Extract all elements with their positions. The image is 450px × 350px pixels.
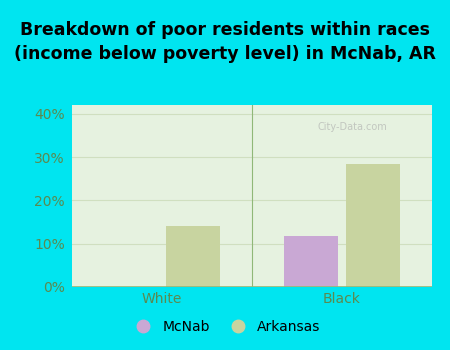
Bar bbox=[166, 226, 220, 287]
Legend: McNab, Arkansas: McNab, Arkansas bbox=[124, 314, 326, 340]
Text: City-Data.com: City-Data.com bbox=[318, 122, 388, 132]
Text: Breakdown of poor residents within races
(income below poverty level) in McNab, : Breakdown of poor residents within races… bbox=[14, 21, 436, 63]
Bar bbox=[284, 236, 338, 287]
Bar bbox=[346, 163, 400, 287]
